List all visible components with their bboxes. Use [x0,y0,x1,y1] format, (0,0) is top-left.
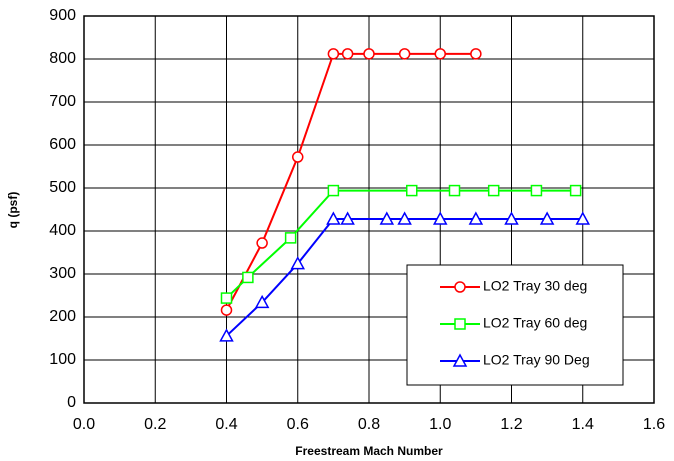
y-tick-label: 700 [49,93,76,110]
y-tick-label: 900 [49,7,76,24]
marker [242,271,254,284]
marker [290,256,306,270]
marker [363,48,375,60]
marker [454,318,466,330]
marker [379,211,395,225]
x-tick-label: 0.4 [215,416,237,433]
marker [470,48,482,60]
x-tick-label: 1.2 [500,416,522,433]
series-line [225,217,583,337]
plot-border [83,15,655,404]
marker [220,304,233,316]
legend: LO2 Tray 30 deg LO2 Tray 60 deg LO2 Tray 9… [406,264,624,386]
marker [398,48,411,60]
marker [432,211,448,225]
marker [434,48,446,60]
marker [454,281,466,293]
marker [327,48,340,60]
marker [575,211,591,225]
marker [569,184,582,197]
marker [256,237,268,249]
x-tick-label: 0.8 [358,416,380,433]
marker [539,211,555,225]
marker [326,211,341,225]
marker [452,353,468,367]
x-tick-label: 0.2 [144,416,166,433]
marker [340,211,355,225]
marker [397,211,412,225]
y-tick-label: 0 [67,394,76,411]
marker [254,294,270,309]
y-tick-label: 300 [49,265,76,282]
y-tick-label: 100 [49,351,76,368]
x-tick-label: 1.0 [429,416,451,433]
marker [292,151,304,163]
marker [284,232,297,244]
y-tick-label: 200 [49,308,76,325]
y-tick-label: 600 [49,136,76,153]
marker [219,328,234,342]
legend-label: LO2 Tray 30 deg [483,278,587,294]
y-tick-label: 400 [49,222,76,239]
y-tick-label: 500 [49,179,76,196]
legend-label: LO2 Tray 60 deg [483,315,587,331]
x-tick-label: 0.0 [73,416,95,433]
marker [406,184,418,197]
marker [448,184,461,197]
marker [327,184,340,197]
marker [487,184,500,197]
y-axis-title: q (psf) [6,192,20,229]
x-tick-label: 1.4 [572,416,594,433]
x-tick-label: 0.6 [287,416,309,433]
marker [530,184,543,197]
legend-label: LO2 Tray 90 Deg [483,352,590,368]
x-tick-label: 1.6 [643,416,665,433]
y-tick-label: 800 [49,50,76,67]
marker [468,211,484,225]
x-axis-title: Freestream Mach Number [295,444,443,458]
marker [504,211,519,225]
marker [341,48,354,60]
marker [220,292,233,304]
